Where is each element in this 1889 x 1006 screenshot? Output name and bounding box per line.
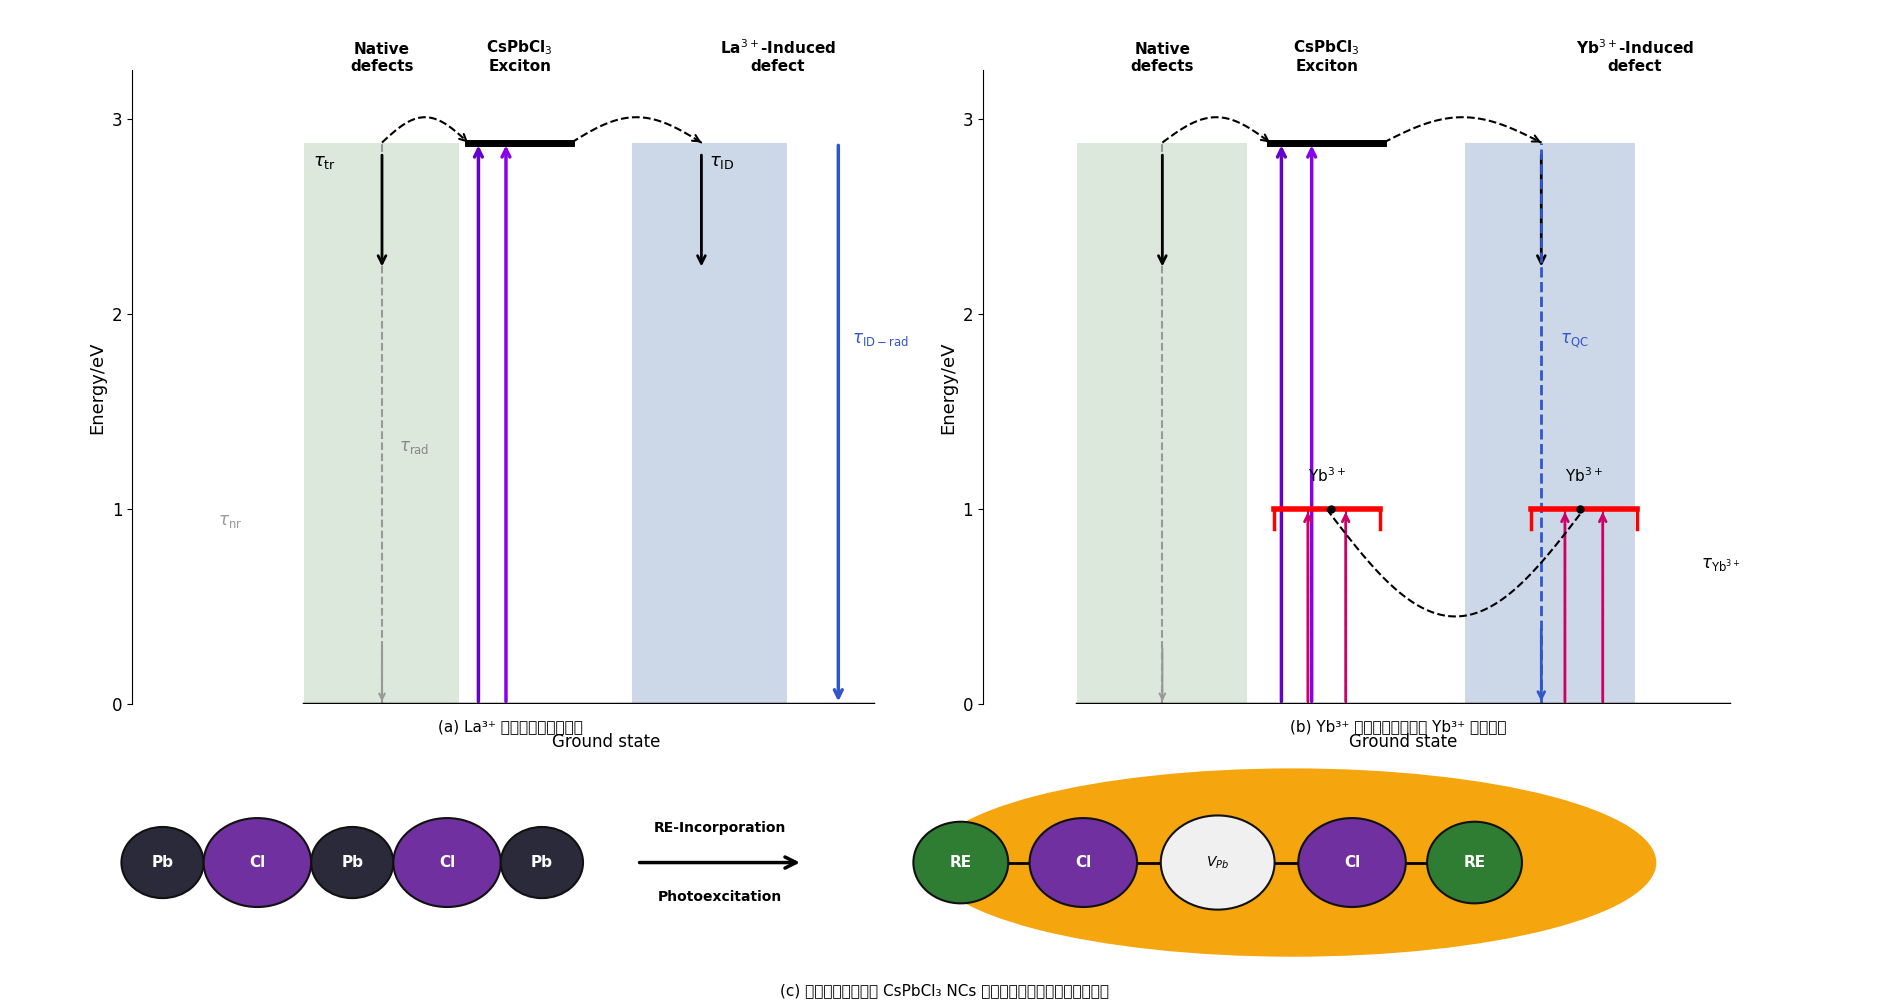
Text: CsPbCl$_3$
Exciton: CsPbCl$_3$ Exciton bbox=[1292, 38, 1360, 74]
Text: Native
defects: Native defects bbox=[1130, 42, 1194, 74]
Text: (b) Yb³⁺ 诱导的缺陷状态的 Yb³⁺ 敏化机制: (b) Yb³⁺ 诱导的缺陷状态的 Yb³⁺ 敏化机制 bbox=[1290, 719, 1506, 734]
Ellipse shape bbox=[1298, 818, 1405, 907]
Text: $\tau_\mathrm{ID}$: $\tau_\mathrm{ID}$ bbox=[708, 153, 735, 171]
Bar bbox=[1464, 143, 1634, 704]
Text: La$^{3+}$-Induced
defect: La$^{3+}$-Induced defect bbox=[720, 38, 835, 74]
Text: CsPbCl$_3$
Exciton: CsPbCl$_3$ Exciton bbox=[485, 38, 553, 74]
Text: Photoexcitation: Photoexcitation bbox=[657, 889, 782, 903]
Text: $\tau_\mathrm{Yb^{3+}}$: $\tau_\mathrm{Yb^{3+}}$ bbox=[1700, 554, 1740, 572]
Ellipse shape bbox=[501, 827, 582, 898]
Text: $V_{Pb}$: $V_{Pb}$ bbox=[1205, 854, 1228, 871]
Ellipse shape bbox=[1030, 818, 1137, 907]
Text: RE: RE bbox=[950, 855, 971, 870]
Ellipse shape bbox=[1160, 816, 1273, 909]
Text: Ground state: Ground state bbox=[552, 733, 659, 751]
Text: Native
defects: Native defects bbox=[349, 42, 414, 74]
Text: Ground state: Ground state bbox=[1349, 733, 1456, 751]
Ellipse shape bbox=[929, 769, 1655, 957]
Text: $\tau_\mathrm{QC}$: $\tau_\mathrm{QC}$ bbox=[1560, 331, 1589, 350]
Ellipse shape bbox=[1426, 822, 1521, 903]
Text: Yb$^{3+}$: Yb$^{3+}$ bbox=[1564, 466, 1602, 485]
Text: (c) 用三价阳离子掺入 CsPbCl₃ NCs 所产生的电荷中性空位缺陷结构: (c) 用三价阳离子掺入 CsPbCl₃ NCs 所产生的电荷中性空位缺陷结构 bbox=[780, 983, 1109, 998]
Ellipse shape bbox=[912, 822, 1007, 903]
Text: Pb: Pb bbox=[342, 855, 363, 870]
Ellipse shape bbox=[312, 827, 393, 898]
Bar bbox=[1077, 143, 1247, 704]
Text: Cl: Cl bbox=[1343, 855, 1360, 870]
Text: $\tau_\mathrm{nr}$: $\tau_\mathrm{nr}$ bbox=[219, 512, 242, 530]
Text: Pb: Pb bbox=[151, 855, 174, 870]
Bar bbox=[304, 143, 459, 704]
Text: Cl: Cl bbox=[249, 855, 264, 870]
Text: $\tau_\mathrm{tr}$: $\tau_\mathrm{tr}$ bbox=[314, 153, 336, 171]
Y-axis label: Energy/eV: Energy/eV bbox=[89, 341, 106, 434]
Text: Yb$^{3+}$: Yb$^{3+}$ bbox=[1307, 466, 1345, 485]
Text: (a) La³⁺ 诱导的缺陷发射过程: (a) La³⁺ 诱导的缺陷发射过程 bbox=[438, 719, 582, 734]
Text: $\tau_\mathrm{ID-rad}$: $\tau_\mathrm{ID-rad}$ bbox=[852, 330, 909, 348]
Text: $\tau_\mathrm{rad}$: $\tau_\mathrm{rad}$ bbox=[399, 438, 429, 456]
Ellipse shape bbox=[121, 827, 204, 898]
Text: RE-Incorporation: RE-Incorporation bbox=[654, 821, 786, 835]
Ellipse shape bbox=[393, 818, 501, 907]
Text: Cl: Cl bbox=[1075, 855, 1090, 870]
Text: Cl: Cl bbox=[438, 855, 455, 870]
Bar bbox=[631, 143, 786, 704]
Text: RE: RE bbox=[1462, 855, 1485, 870]
Text: Pb: Pb bbox=[531, 855, 553, 870]
Text: Yb$^{3+}$-Induced
defect: Yb$^{3+}$-Induced defect bbox=[1575, 38, 1693, 74]
Y-axis label: Energy/eV: Energy/eV bbox=[939, 341, 956, 434]
Ellipse shape bbox=[204, 818, 312, 907]
